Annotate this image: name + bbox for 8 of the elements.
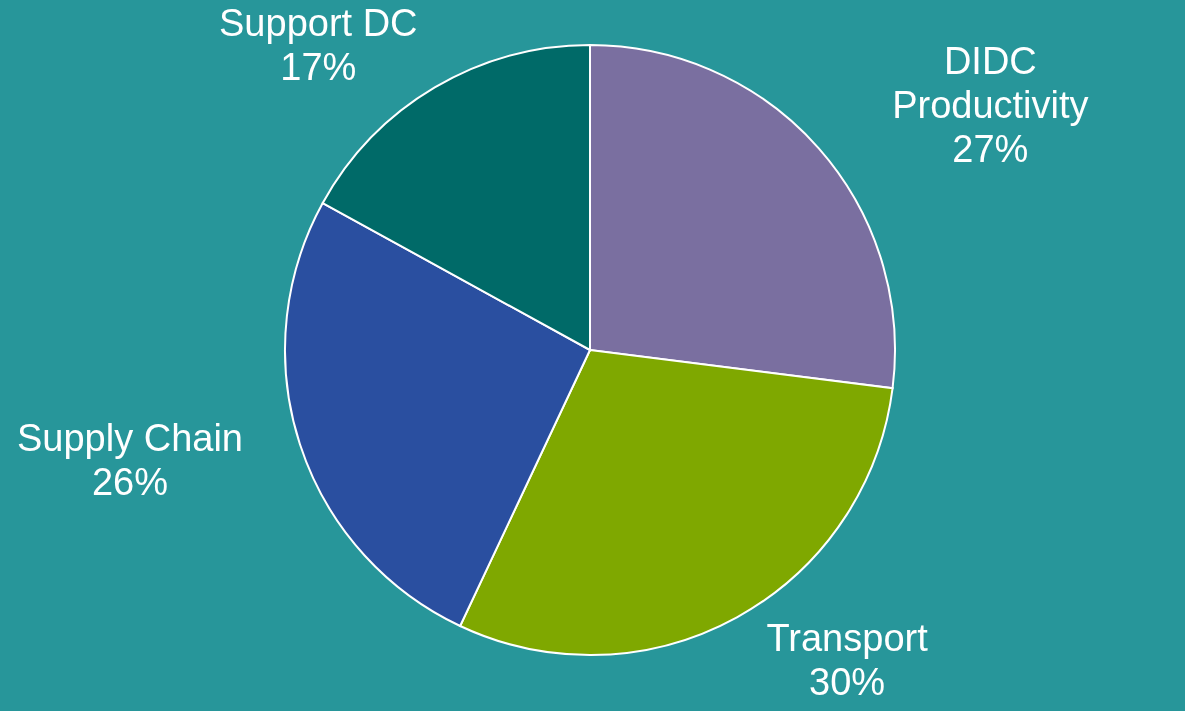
slice-label: Support DC [219,2,418,45]
data-label: 26% [91,461,169,504]
slice-label: Supply Chain [16,417,244,460]
data-label: 17% [280,46,357,89]
slice-label: Transport [766,617,929,660]
data-label: 27% [952,128,1029,171]
data-label: 30% [809,661,886,704]
slice-label: DIDC Productivity [892,40,1089,127]
